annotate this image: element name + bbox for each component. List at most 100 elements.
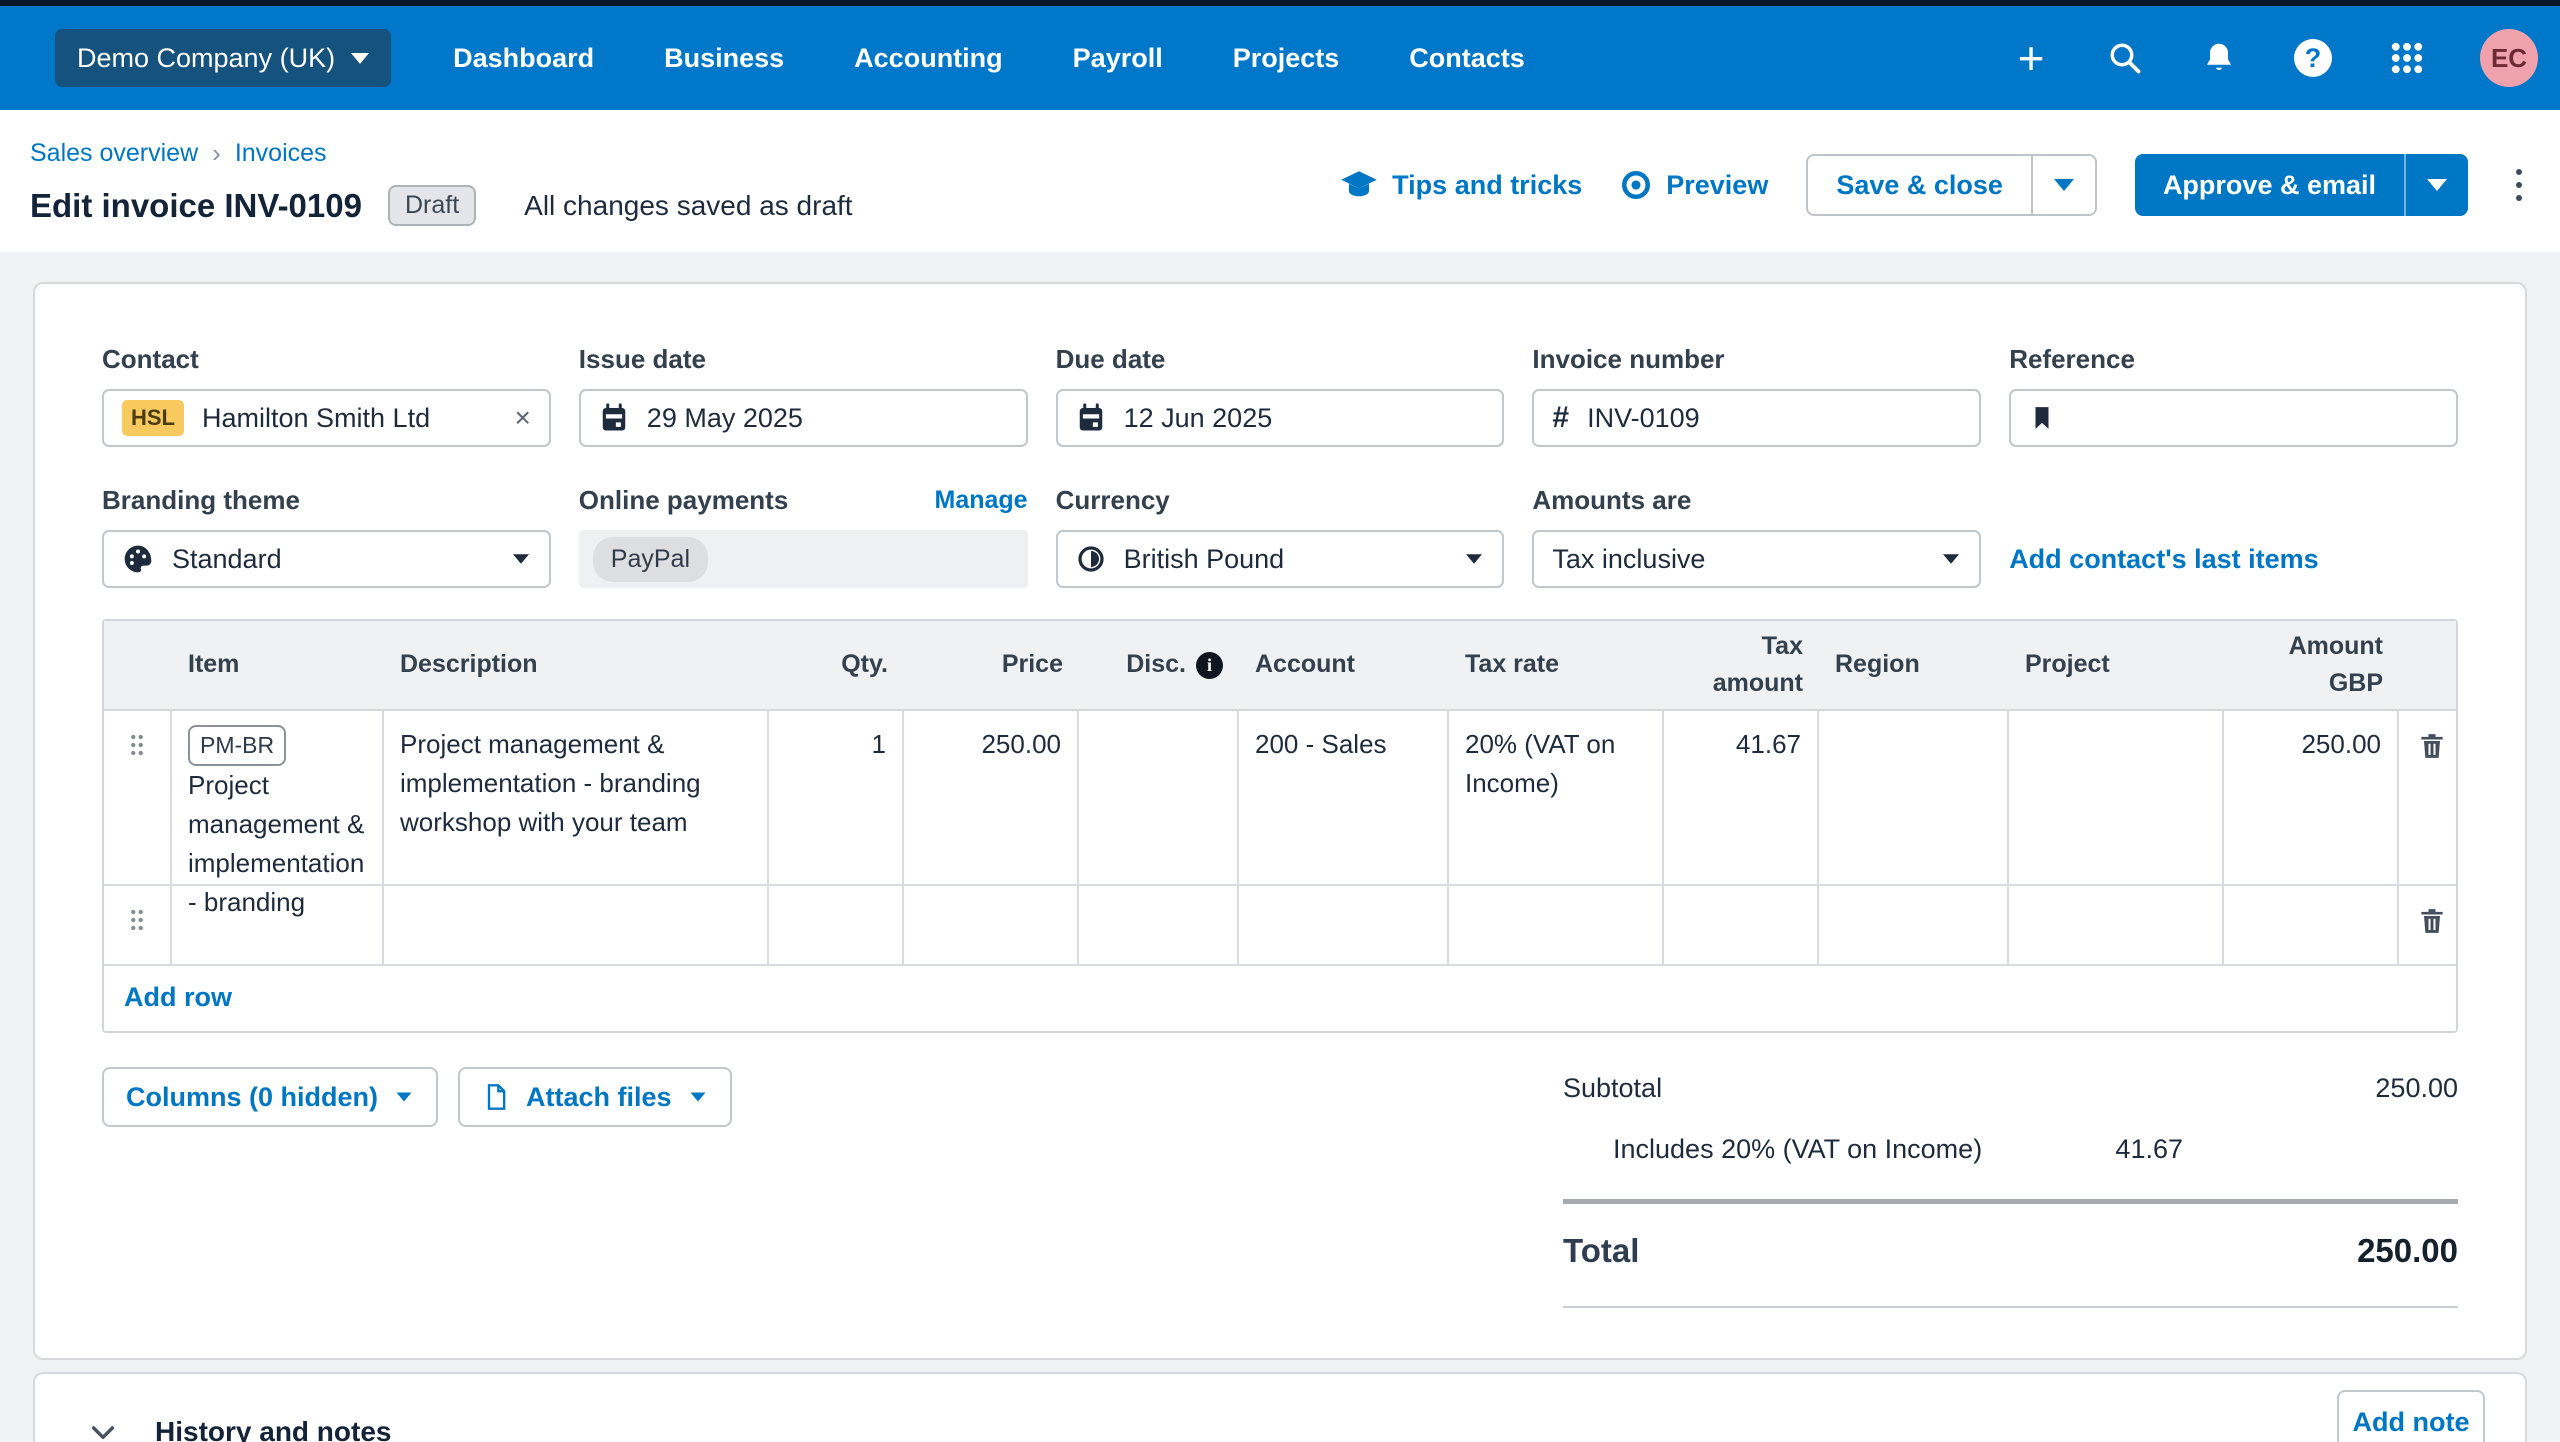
nav-item-projects[interactable]: Projects bbox=[1233, 43, 1340, 74]
item-cell[interactable]: PM-BRProject management & implementation… bbox=[172, 711, 384, 884]
subtotal-row: Subtotal 250.00 bbox=[1563, 1067, 2458, 1110]
tips-and-tricks-label: Tips and tricks bbox=[1392, 170, 1582, 201]
add-contacts-last-items-link[interactable]: Add contact's last items bbox=[2009, 530, 2458, 588]
help-button[interactable]: ? bbox=[2292, 37, 2334, 79]
apps-menu-button[interactable] bbox=[2386, 37, 2428, 79]
total-label: Total bbox=[1563, 1232, 1639, 1270]
create-new-button[interactable]: + bbox=[2010, 37, 2052, 79]
region-cell[interactable] bbox=[1819, 886, 2009, 964]
price-cell[interactable]: 250.00 bbox=[904, 711, 1079, 884]
branding-theme-select[interactable]: Standard bbox=[102, 530, 551, 588]
page-header: Sales overview › Invoices Edit invoice I… bbox=[0, 110, 2560, 252]
chevron-down-icon bbox=[1943, 554, 1959, 564]
tax-rate-cell[interactable]: 20% (VAT on Income) bbox=[1449, 711, 1664, 884]
attach-files-button[interactable]: Attach files bbox=[458, 1067, 732, 1127]
disc-cell[interactable] bbox=[1079, 886, 1239, 964]
delete-row-button[interactable] bbox=[2399, 886, 2464, 964]
manage-payments-link[interactable]: Manage bbox=[935, 486, 1028, 515]
notifications-button[interactable] bbox=[2198, 37, 2240, 79]
drag-handle[interactable] bbox=[104, 711, 172, 884]
autosave-status: All changes saved as draft bbox=[524, 190, 852, 222]
issue-date-field-group: Issue date 29 May 2025 bbox=[579, 344, 1028, 447]
price-cell[interactable] bbox=[904, 886, 1079, 964]
chevron-down-icon bbox=[690, 1093, 705, 1102]
amounts-are-value: Tax inclusive bbox=[1552, 544, 1705, 575]
field-row-1: Contact HSL Hamilton Smith Ltd × Issue d… bbox=[102, 344, 2458, 447]
reference-field[interactable] bbox=[2009, 389, 2458, 447]
add-note-button[interactable]: Add note bbox=[2337, 1390, 2485, 1442]
breadcrumb-invoices[interactable]: Invoices bbox=[235, 139, 327, 168]
column-header-project: Project bbox=[2009, 632, 2224, 698]
clear-contact-icon[interactable]: × bbox=[514, 402, 530, 434]
column-header-item: Item bbox=[172, 632, 384, 698]
org-selector[interactable]: Demo Company (UK) bbox=[55, 29, 391, 87]
column-header-price: Price bbox=[904, 632, 1079, 698]
attach-files-label: Attach files bbox=[526, 1082, 672, 1113]
currency-select[interactable]: British Pound bbox=[1056, 530, 1505, 588]
column-header-region: Region bbox=[1819, 632, 2009, 698]
nav-item-accounting[interactable]: Accounting bbox=[854, 43, 1003, 74]
help-icon: ? bbox=[2294, 39, 2332, 77]
online-payments-panel: PayPal bbox=[579, 530, 1028, 588]
main-content: Contact HSL Hamilton Smith Ltd × Issue d… bbox=[0, 252, 2560, 1442]
due-date-label: Due date bbox=[1056, 344, 1505, 375]
tips-and-tricks-button[interactable]: Tips and tricks bbox=[1340, 170, 1582, 201]
tax-amount-cell[interactable]: 41.67 bbox=[1664, 711, 1819, 884]
issue-date-field[interactable]: 29 May 2025 bbox=[579, 389, 1028, 447]
table-row: PM-BRProject management & implementation… bbox=[104, 711, 2456, 886]
invoice-number-field[interactable]: # INV-0109 bbox=[1532, 389, 1981, 447]
description-cell[interactable]: Project management & implementation - br… bbox=[384, 711, 769, 884]
approve-email-button[interactable]: Approve & email bbox=[2135, 154, 2404, 216]
qty-cell[interactable] bbox=[769, 886, 904, 964]
delete-row-button[interactable] bbox=[2399, 711, 2464, 884]
contact-field[interactable]: HSL Hamilton Smith Ltd × bbox=[102, 389, 551, 447]
preview-label: Preview bbox=[1666, 170, 1768, 201]
amounts-are-select[interactable]: Tax inclusive bbox=[1532, 530, 1981, 588]
region-cell[interactable] bbox=[1819, 711, 2009, 884]
project-cell[interactable] bbox=[2009, 886, 2224, 964]
issue-date-value: 29 May 2025 bbox=[647, 403, 803, 434]
overflow-menu-button[interactable] bbox=[2506, 163, 2532, 207]
add-row-link[interactable]: Add row bbox=[124, 982, 232, 1012]
preview-button[interactable]: Preview bbox=[1620, 169, 1768, 201]
item-cell[interactable] bbox=[172, 886, 384, 964]
subtotal-value: 250.00 bbox=[2375, 1073, 2458, 1104]
save-close-button[interactable]: Save & close bbox=[1808, 156, 2031, 214]
contact-value: Hamilton Smith Ltd bbox=[202, 403, 430, 434]
drag-handle-icon bbox=[129, 908, 145, 932]
nav-item-business[interactable]: Business bbox=[664, 43, 784, 74]
contact-field-group: Contact HSL Hamilton Smith Ltd × bbox=[102, 344, 551, 447]
paypal-chip: PayPal bbox=[593, 537, 708, 582]
save-close-menu-button[interactable] bbox=[2031, 156, 2095, 214]
account-cell[interactable]: 200 - Sales bbox=[1239, 711, 1449, 884]
drag-handle[interactable] bbox=[104, 886, 172, 964]
coin-icon bbox=[1076, 544, 1106, 574]
online-payments-group: Online payments Manage PayPal bbox=[579, 485, 1028, 588]
column-header-disc: Disc. i bbox=[1079, 632, 1239, 698]
tax-rate-cell[interactable] bbox=[1449, 886, 1664, 964]
qty-cell[interactable]: 1 bbox=[769, 711, 904, 884]
amount-cell[interactable]: 250.00 bbox=[2224, 711, 2399, 884]
total-row: Total 250.00 bbox=[1563, 1226, 2458, 1276]
amount-cell[interactable] bbox=[2224, 886, 2399, 964]
contact-initials-chip: HSL bbox=[122, 400, 184, 436]
columns-button[interactable]: Columns (0 hidden) bbox=[102, 1067, 438, 1127]
search-button[interactable] bbox=[2104, 37, 2146, 79]
due-date-field[interactable]: 12 Jun 2025 bbox=[1056, 389, 1505, 447]
chevron-down-icon[interactable] bbox=[87, 1416, 119, 1442]
apps-grid-icon bbox=[2389, 40, 2425, 76]
tax-amount-cell[interactable] bbox=[1664, 886, 1819, 964]
currency-label: Currency bbox=[1056, 485, 1505, 516]
info-icon[interactable]: i bbox=[1196, 652, 1223, 679]
account-cell[interactable] bbox=[1239, 886, 1449, 964]
description-cell[interactable] bbox=[384, 886, 769, 964]
approve-email-menu-button[interactable] bbox=[2404, 154, 2468, 216]
breadcrumb-sales-overview[interactable]: Sales overview bbox=[30, 139, 198, 168]
nav-item-dashboard[interactable]: Dashboard bbox=[453, 43, 594, 74]
avatar[interactable]: EC bbox=[2480, 29, 2538, 87]
project-cell[interactable] bbox=[2009, 711, 2224, 884]
nav-item-contacts[interactable]: Contacts bbox=[1409, 43, 1525, 74]
field-row-2: Branding theme Standard Online payments … bbox=[102, 485, 2458, 588]
disc-cell[interactable] bbox=[1079, 711, 1239, 884]
nav-item-payroll[interactable]: Payroll bbox=[1073, 43, 1163, 74]
